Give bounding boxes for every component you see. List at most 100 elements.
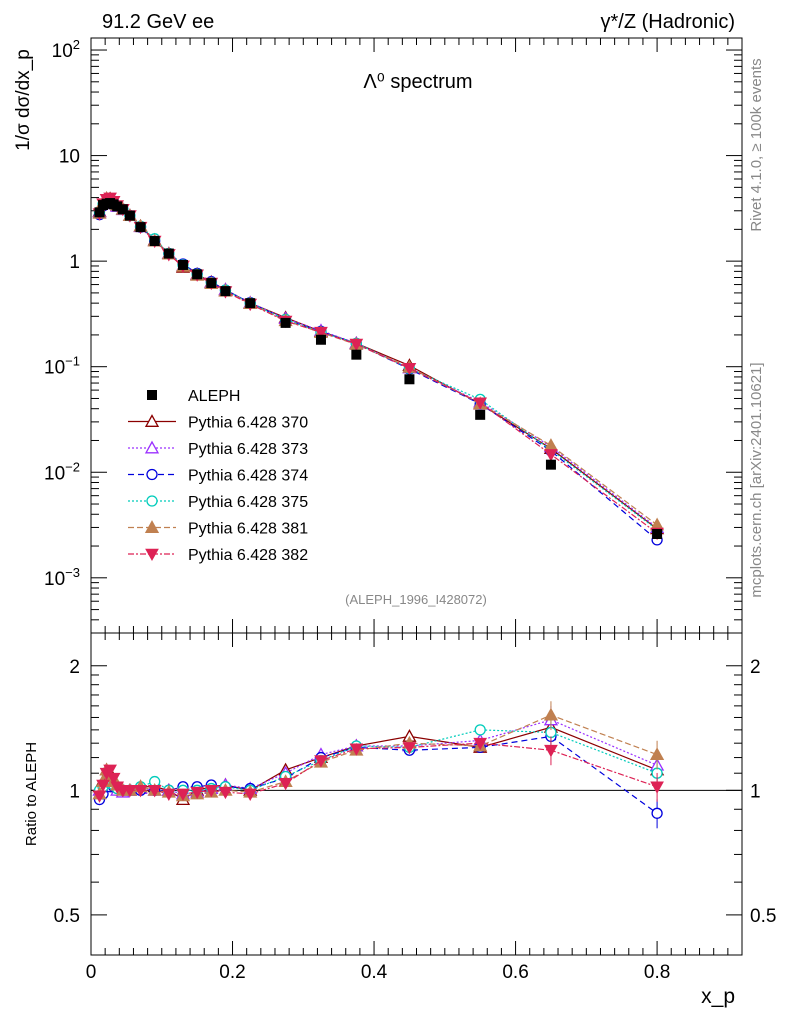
- data-point: [351, 349, 362, 360]
- series-3: [93, 196, 663, 829]
- rivet-version-caption: Rivet 4.1.0, ≥ 100k events: [748, 58, 765, 231]
- series-point-ratio: [218, 786, 233, 800]
- data-point: [206, 278, 217, 289]
- series-point-ratio: [96, 779, 110, 793]
- data-point: [163, 248, 174, 259]
- ratio-y-tick-label-right: 1: [750, 781, 761, 802]
- ratio-y-axis-label: Ratio to ALEPH: [23, 742, 40, 846]
- analysis-watermark: (ALEPH_1996_I428072): [345, 592, 487, 607]
- x-tick-label: 0.2: [219, 962, 245, 983]
- data-point: [94, 207, 105, 218]
- legend-entry: Pythia 6.428 381: [128, 520, 308, 538]
- series-line-main: [98, 199, 658, 529]
- data-point: [315, 334, 326, 345]
- series-point-ratio: [544, 744, 558, 758]
- legend-label: Pythia 6.428 381: [188, 521, 308, 538]
- series-point-ratio: [161, 788, 176, 801]
- series-point-main: [314, 326, 328, 340]
- x-tick-label: 0: [86, 962, 97, 983]
- ratio-y-tick-label: 1: [69, 781, 80, 802]
- data-point: [280, 317, 291, 328]
- main-plot-frame: [90, 37, 743, 634]
- series-point-ratio: [92, 790, 107, 803]
- data-point: [192, 269, 203, 280]
- series-line-main: [98, 200, 658, 531]
- ratio-y-tick-label-right: 0.5: [750, 906, 776, 927]
- series-point-ratio: [543, 707, 559, 721]
- ratio-y-tick-label: 2: [69, 657, 80, 678]
- y-tick-label: 102: [52, 37, 80, 62]
- series-6: [92, 192, 664, 803]
- series-point-ratio: [190, 786, 204, 800]
- header-left: 91.2 GeV ee: [102, 11, 214, 33]
- x-axis-label: x_p: [701, 985, 735, 1008]
- series-point-ratio: [147, 785, 162, 798]
- y-tick-label: 10−3: [44, 565, 80, 590]
- series-point-ratio: [106, 772, 121, 786]
- ratio-plot-frame: [90, 632, 743, 956]
- series-line-main: [98, 197, 658, 534]
- series-point-main: [544, 449, 558, 462]
- x-tick-label: 0.4: [361, 962, 388, 983]
- series-point-ratio: [103, 764, 117, 777]
- legend-label: ALEPH: [188, 388, 240, 405]
- legend-label: Pythia 6.428 382: [188, 547, 308, 564]
- data-point: [135, 222, 146, 233]
- data-point: [149, 236, 160, 247]
- series-point-ratio: [349, 743, 364, 756]
- axes-ticks: 0 0.2 0.4 0.6 0.8 10−3 10−2 10−1 1 10 102 0.5 0.5 1 1 2…: [44, 37, 776, 983]
- series-2: [92, 192, 665, 800]
- series-point-ratio: [278, 777, 293, 791]
- y-tick-label: 1: [69, 252, 80, 273]
- legend-entry: Pythia 6.428 382: [128, 547, 308, 564]
- x-tick-label: 0.6: [502, 962, 528, 983]
- series-point-main: [543, 438, 559, 451]
- data-series: [94, 198, 663, 540]
- series-point-ratio: [123, 785, 137, 798]
- series-line-main: [98, 197, 658, 530]
- series-point-ratio: [243, 788, 258, 801]
- series-point-ratio: [474, 724, 486, 736]
- y-tick-label: 10: [59, 147, 80, 168]
- mcplots-caption: mcplots.cern.ch [arXiv:2401.10621]: [748, 362, 765, 597]
- header-right: γ*/Z (Hadronic): [601, 11, 735, 33]
- series-point-ratio: [402, 742, 417, 755]
- series-point-main: [473, 397, 488, 410]
- series-point-ratio: [204, 785, 219, 798]
- y-tick-label: 10−2: [44, 459, 80, 484]
- legend-marker: [144, 520, 160, 533]
- data-point: [475, 409, 486, 420]
- y-tick-label: 10−1: [44, 354, 80, 379]
- series-point-ratio: [176, 788, 190, 801]
- x-tick-label: 0.8: [644, 962, 670, 983]
- series-point-main: [349, 338, 364, 352]
- legend-entry: Pythia 6.428 375: [128, 494, 308, 511]
- series-4: [93, 195, 663, 796]
- legend-label: Pythia 6.428 370: [188, 415, 308, 432]
- data-point: [652, 529, 663, 540]
- series-line-main: [98, 197, 658, 526]
- legend-marker: [145, 548, 159, 562]
- ratio-y-tick-label: 0.5: [54, 906, 80, 927]
- series-point-ratio: [473, 737, 488, 751]
- legend-label: Pythia 6.428 374: [188, 468, 308, 485]
- data-point: [245, 298, 256, 309]
- legend: ALEPH Pythia 6.428 370 Pythia 6.428 373 Pyt…: [128, 388, 308, 564]
- series-line-main: [98, 201, 658, 541]
- data-point: [220, 286, 231, 297]
- series-point-ratio: [133, 785, 148, 798]
- data-point: [177, 259, 188, 270]
- plot-title: Λ⁰ spectrum: [363, 71, 472, 93]
- data-point: [545, 459, 556, 470]
- data-point: [112, 201, 123, 212]
- series-5: [92, 191, 665, 802]
- series-line-ratio: [98, 742, 658, 796]
- series-point-main: [402, 363, 417, 376]
- data-point: [117, 204, 128, 215]
- series-point-ratio: [651, 807, 663, 819]
- ratio-y-tick-label-right: 2: [750, 657, 761, 678]
- series-layer: [92, 191, 665, 829]
- legend-marker: [146, 468, 158, 481]
- series-point-ratio: [650, 781, 664, 794]
